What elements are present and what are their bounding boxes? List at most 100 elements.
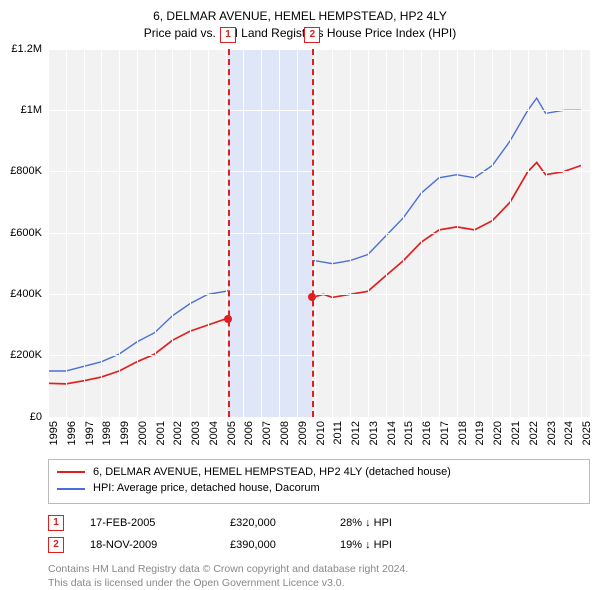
gridline-v: [226, 49, 227, 417]
gridline-v: [386, 49, 387, 417]
x-tick-label: 2020: [492, 421, 504, 445]
gridline-v: [332, 49, 333, 417]
sale-index: 1: [48, 515, 64, 531]
y-tick-label: £200K: [10, 349, 42, 361]
gridline-v: [528, 49, 529, 417]
y-tick-label: £0: [30, 411, 42, 423]
x-tick-label: 2021: [510, 421, 522, 445]
x-tick-label: 2016: [421, 421, 433, 445]
x-tick-label: 1998: [101, 421, 113, 445]
y-tick-label: £400K: [10, 288, 42, 300]
gridline-v: [474, 49, 475, 417]
x-tick-label: 2003: [190, 421, 202, 445]
gridline-h: [48, 355, 590, 356]
sale-row: 1 17-FEB-2005£320,00028% ↓ HPI: [48, 512, 590, 534]
gridline-v: [66, 49, 67, 417]
gridline-v: [403, 49, 404, 417]
x-tick-label: 1999: [119, 421, 131, 445]
x-tick-label: 2008: [279, 421, 291, 445]
gridline-h: [48, 294, 590, 295]
sale-date: 18-NOV-2009: [90, 539, 230, 551]
footnote: Contains HM Land Registry data © Crown c…: [48, 562, 590, 590]
legend-label: HPI: Average price, detached house, Daco…: [93, 480, 320, 497]
x-tick-label: 2018: [457, 421, 469, 445]
legend-item: 6, DELMAR AVENUE, HEMEL HEMPSTEAD, HP2 4…: [57, 464, 581, 481]
sale-price: £390,000: [230, 539, 340, 551]
sale-marker-dot: [308, 293, 316, 301]
sale-marker-line: [228, 49, 230, 417]
legend-swatch: [57, 471, 85, 473]
x-tick-label: 2009: [297, 421, 309, 445]
x-tick-label: 2006: [243, 421, 255, 445]
sale-delta: 28% ↓ HPI: [340, 517, 460, 529]
sale-date: 17-FEB-2005: [90, 517, 230, 529]
gridline-v: [190, 49, 191, 417]
gridline-h: [48, 171, 590, 172]
gridline-h: [48, 49, 590, 50]
gridline-v: [439, 49, 440, 417]
gridline-v: [261, 49, 262, 417]
gridline-v: [368, 49, 369, 417]
legend-label: 6, DELMAR AVENUE, HEMEL HEMPSTEAD, HP2 4…: [93, 464, 451, 481]
sale-price: £320,000: [230, 517, 340, 529]
x-tick-label: 2019: [474, 421, 486, 445]
x-tick-label: 2012: [350, 421, 362, 445]
x-tick-label: 2010: [315, 421, 327, 445]
gridline-v: [563, 49, 564, 417]
x-tick-label: 2025: [581, 421, 593, 445]
x-tick-label: 1996: [66, 421, 78, 445]
sales-table: 117-FEB-2005£320,00028% ↓ HPI218-NOV-200…: [48, 512, 590, 556]
gridline-v: [119, 49, 120, 417]
sale-marker-label: 1: [220, 27, 236, 43]
y-tick-label: £1M: [21, 104, 42, 116]
gridline-h: [48, 417, 590, 418]
chart-title: 6, DELMAR AVENUE, HEMEL HEMPSTEAD, HP2 4…: [0, 0, 600, 43]
legend-swatch: [57, 488, 85, 490]
x-tick-label: 2017: [439, 421, 451, 445]
gridline-h: [48, 233, 590, 234]
x-tick-label: 2000: [137, 421, 149, 445]
gridline-v: [510, 49, 511, 417]
x-tick-label: 2005: [226, 421, 238, 445]
x-tick-label: 2002: [172, 421, 184, 445]
gridline-v: [279, 49, 280, 417]
sale-delta: 19% ↓ HPI: [340, 539, 460, 551]
title-line-2: Price paid vs. HM Land Registry's House …: [0, 25, 600, 42]
title-line-1: 6, DELMAR AVENUE, HEMEL HEMPSTEAD, HP2 4…: [0, 8, 600, 25]
gridline-v: [581, 49, 582, 417]
sale-marker-dot: [224, 315, 232, 323]
gridline-v: [315, 49, 316, 417]
sale-marker-line: [312, 49, 314, 417]
legend: 6, DELMAR AVENUE, HEMEL HEMPSTEAD, HP2 4…: [48, 459, 590, 504]
gridline-v: [457, 49, 458, 417]
x-tick-label: 2022: [528, 421, 540, 445]
footnote-line-2: This data is licensed under the Open Gov…: [48, 576, 590, 590]
footnote-line-1: Contains HM Land Registry data © Crown c…: [48, 562, 590, 576]
chart-area: £0£200K£400K£600K£800K£1M£1.2M1995199619…: [48, 49, 590, 417]
chart-container: 6, DELMAR AVENUE, HEMEL HEMPSTEAD, HP2 4…: [0, 0, 600, 560]
x-tick-label: 2013: [368, 421, 380, 445]
y-tick-label: £600K: [10, 227, 42, 239]
gridline-v: [101, 49, 102, 417]
gridline-v: [172, 49, 173, 417]
gridline-v: [48, 49, 49, 417]
gridline-v: [297, 49, 298, 417]
sale-marker-label: 2: [304, 27, 320, 43]
gridline-v: [84, 49, 85, 417]
gridline-v: [137, 49, 138, 417]
gridline-v: [208, 49, 209, 417]
gridline-h: [48, 110, 590, 111]
gridline-v: [546, 49, 547, 417]
x-tick-label: 2011: [332, 421, 344, 445]
x-tick-label: 2024: [563, 421, 575, 445]
x-tick-label: 2004: [208, 421, 220, 445]
x-tick-label: 2015: [403, 421, 415, 445]
legend-item: HPI: Average price, detached house, Daco…: [57, 480, 581, 497]
x-tick-label: 2007: [261, 421, 273, 445]
gridline-v: [421, 49, 422, 417]
x-tick-label: 1995: [48, 421, 60, 445]
gridline-v: [155, 49, 156, 417]
x-tick-label: 2023: [546, 421, 558, 445]
gridline-v: [350, 49, 351, 417]
y-tick-label: £1.2M: [11, 43, 42, 55]
